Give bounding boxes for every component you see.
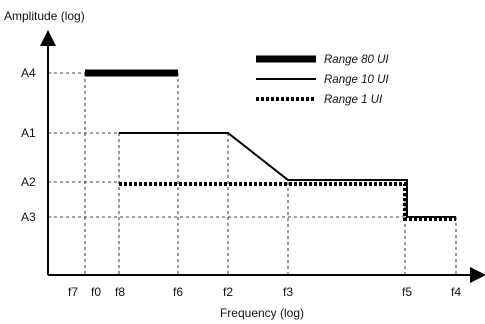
legend-label-range-1-ui: Range 1 UI: [324, 94, 383, 106]
x-tick-f2: f2: [223, 285, 233, 299]
x-tick-f8: f8: [115, 285, 125, 299]
y-tick-a3: A3: [21, 210, 36, 224]
series-range-1-ui: [119, 182, 456, 221]
x-tick-f7: f7: [68, 285, 78, 299]
x-tick-f5: f5: [402, 285, 412, 299]
y-axis-title: Amplitude (log): [4, 9, 85, 23]
y-tick-a2: A2: [21, 175, 36, 189]
x-tick-f3: f3: [283, 285, 293, 299]
x-tick-f0: f0: [91, 285, 101, 299]
x-tick-f6: f6: [173, 285, 183, 299]
legend: Range 80 UI Range 10 UI Range 1 UI: [256, 54, 389, 106]
reference-lines: [48, 72, 457, 275]
x-axis-title: Frequency (log): [220, 306, 304, 320]
legend-label-range-80-ui: Range 80 UI: [324, 54, 389, 66]
legend-label-range-10-ui: Range 10 UI: [324, 74, 389, 86]
y-tick-a1: A1: [21, 126, 36, 140]
y-tick-a4: A4: [21, 66, 36, 80]
x-tick-f4: f4: [451, 285, 461, 299]
